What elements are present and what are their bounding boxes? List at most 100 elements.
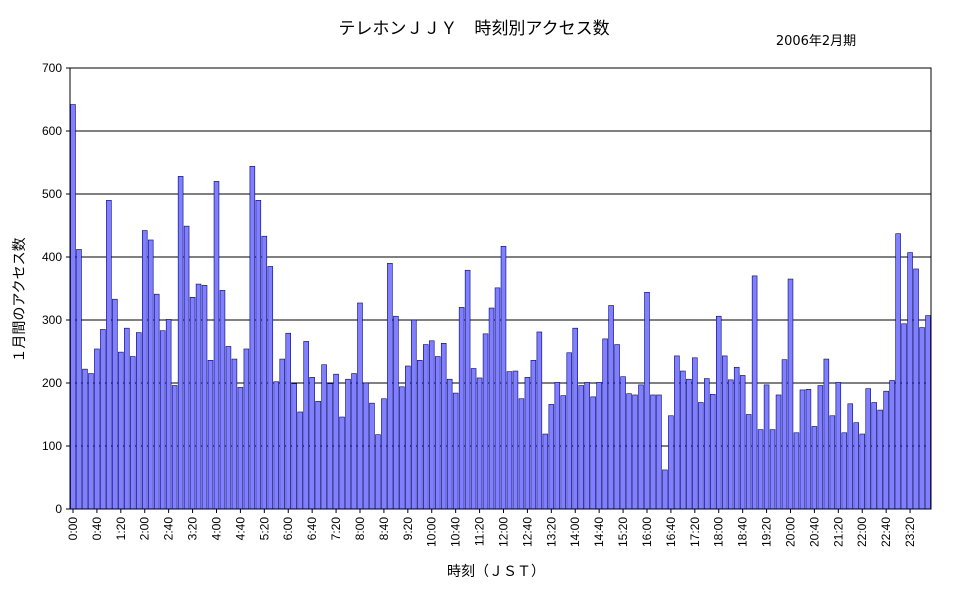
- bar-23-30: [913, 268, 919, 510]
- bar-22-00: [859, 433, 865, 510]
- y-axis-title: １月間のアクセス数: [12, 237, 28, 362]
- bar-3-10: [183, 225, 190, 510]
- bar-4-30: [231, 358, 238, 510]
- bar-13-00: [536, 331, 543, 510]
- bar-14-30: [590, 396, 596, 510]
- x-tick-label: 4:00: [210, 517, 224, 541]
- bar-11-00: [464, 269, 471, 510]
- bar-3-00: [177, 176, 184, 510]
- y-tick-label: 600: [42, 124, 62, 138]
- x-tick-label: 20:00: [784, 517, 798, 547]
- bar-10-50: [458, 307, 465, 510]
- bar-21-00: [823, 358, 830, 510]
- bar-8-10: [363, 382, 369, 510]
- bar-14-50: [602, 338, 608, 510]
- bar-23-20: [907, 252, 913, 510]
- x-tick-label: 20:40: [807, 517, 821, 547]
- bar-20-40: [811, 426, 818, 510]
- bar-6-00: [285, 332, 291, 510]
- bar-17-50: [710, 394, 716, 510]
- bar-16-30: [662, 469, 668, 510]
- bar-5-00: [249, 165, 256, 510]
- gridlines: [70, 130, 931, 447]
- bar-0-20: [82, 368, 88, 510]
- bar-2-40: [165, 319, 172, 510]
- bar-21-10: [829, 415, 836, 510]
- bar-22-50: [889, 380, 895, 510]
- bar-21-30: [841, 432, 848, 510]
- x-tick-label: 21:20: [831, 517, 845, 547]
- x-tick-label: 17:20: [688, 517, 702, 547]
- x-tick-label: 22:40: [879, 517, 893, 547]
- bar-3-50: [207, 360, 214, 510]
- bar-8-20: [369, 402, 375, 510]
- bar-0-40: [94, 348, 100, 510]
- y-tick-label: 700: [42, 61, 62, 75]
- bar-0-30: [88, 373, 94, 510]
- bar-9-20: [405, 365, 411, 510]
- bar-1-10: [112, 298, 118, 510]
- bar-19-00: [751, 275, 758, 510]
- bar-23-00: [895, 233, 901, 510]
- x-tick-label: 7:20: [329, 517, 343, 541]
- y-tick-label: 300: [42, 313, 62, 327]
- bar-2-20: [153, 293, 160, 510]
- x-tick-label: 12:40: [520, 517, 534, 547]
- bar-12-50: [530, 360, 537, 510]
- bar-12-10: [506, 371, 513, 510]
- bar-0-10: [76, 249, 82, 510]
- bar-19-50: [781, 359, 788, 510]
- x-tick-label: 8:00: [353, 517, 367, 541]
- bar-13-10: [542, 433, 549, 510]
- bar-7-30: [339, 416, 345, 510]
- bar-1-50: [136, 332, 142, 510]
- bar-3-20: [189, 297, 196, 510]
- x-tick-label: 1:20: [114, 517, 128, 541]
- bar-21-20: [835, 382, 842, 510]
- bar-12-40: [524, 377, 531, 510]
- bar-20-20: [799, 389, 806, 510]
- x-tick-label: 10:40: [449, 517, 463, 547]
- bar-20-30: [805, 388, 812, 510]
- x-tick-label: 14:00: [568, 517, 582, 547]
- y-tick-label: 400: [42, 250, 62, 264]
- bar-22-20: [871, 402, 877, 510]
- x-tick-label: 6:40: [305, 517, 319, 541]
- x-tick-label: 4:40: [233, 517, 247, 541]
- bar-6-50: [315, 400, 321, 510]
- bar-20-50: [817, 385, 824, 510]
- bar-13-40: [560, 395, 567, 510]
- bar-15-50: [638, 384, 644, 510]
- bar-6-10: [291, 383, 297, 510]
- bar-1-20: [118, 351, 124, 510]
- bar-15-40: [632, 394, 638, 510]
- bar-12-00: [500, 245, 507, 510]
- x-tick-label: 2:40: [162, 517, 176, 541]
- bar-2-50: [171, 385, 178, 510]
- bar-16-50: [674, 355, 680, 510]
- bar-11-30: [482, 333, 489, 510]
- bar-21-50: [853, 422, 860, 510]
- bar-13-50: [566, 352, 573, 510]
- bars: [70, 104, 931, 510]
- bar-16-40: [668, 415, 674, 510]
- bar-16-20: [656, 394, 662, 510]
- y-tick-label: 200: [42, 376, 62, 390]
- bar-13-20: [548, 404, 555, 510]
- x-tick-label: 6:00: [281, 517, 295, 541]
- bar-22-10: [865, 388, 871, 510]
- bar-19-40: [775, 394, 782, 510]
- bar-3-40: [201, 285, 208, 510]
- x-tick-label: 8:40: [377, 517, 391, 541]
- bar-6-30: [303, 341, 309, 510]
- bar-10-10: [434, 356, 441, 510]
- y-axis: 0 100 200 300 400 500 600 700: [42, 61, 70, 516]
- bar-12-30: [518, 398, 525, 510]
- bar-10-30: [446, 378, 453, 510]
- x-tick-label: 0:00: [66, 517, 80, 541]
- bar-17-20: [692, 357, 698, 510]
- chart-title: テレホンＪＪＹ 時刻別アクセス数: [338, 19, 609, 39]
- bar-4-10: [219, 290, 226, 510]
- bar-8-40: [381, 398, 387, 510]
- bar-18-30: [733, 366, 740, 510]
